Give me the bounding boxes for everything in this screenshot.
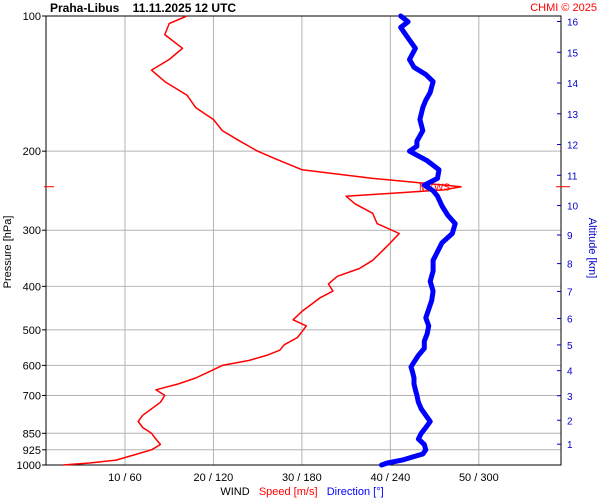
- wind-direction-line: [379, 13, 458, 468]
- altitude-tick-label: 4: [567, 367, 573, 378]
- altitude-tick-label: 13: [567, 110, 579, 121]
- pressure-tick-label: 700: [23, 390, 41, 402]
- pressure-axis-label: Pressure [hPa]: [2, 216, 14, 289]
- pressure-ticks: 100 200 300 400 500 600 700 850 925 1000: [17, 11, 46, 472]
- altitude-tick-label: 10: [567, 202, 579, 213]
- x-axis-label-speed: Speed [m/s]: [259, 486, 318, 498]
- mxws-marker: MXWS: [44, 183, 570, 194]
- altitude-tick-label: 12: [567, 141, 579, 152]
- altitude-tick-label: 7: [567, 287, 573, 298]
- x-tick-label: 10 / 60: [108, 472, 142, 484]
- x-axis-label: WIND Speed [m/s] Direction [°]: [220, 486, 383, 498]
- pressure-tick-label: 600: [23, 360, 41, 372]
- altitude-axis-label: Altitude [km]: [586, 218, 598, 279]
- altitude-tick-label: 1: [567, 440, 573, 451]
- x-axis-label-direction: Direction [°]: [327, 486, 384, 498]
- altitude-tick-label: 16: [567, 18, 579, 29]
- altitude-tick-label: 14: [567, 79, 579, 90]
- altitude-tick-label: 15: [567, 48, 579, 59]
- altitude-tick-label: 8: [567, 260, 573, 271]
- chart-title: Praha-Libus 11.11.2025 12 UTC: [50, 1, 236, 15]
- x-tick-label: 30 / 180: [282, 472, 322, 484]
- mxws-annotation: MXWS: [419, 183, 450, 194]
- altitude-tick-label: 3: [567, 392, 573, 403]
- pressure-tick-label: 500: [23, 325, 41, 337]
- x-tick-label: 20 / 120: [194, 472, 234, 484]
- wind-speed-line: [62, 15, 462, 466]
- altitude-tick-label: 2: [567, 416, 573, 427]
- altitude-tick-label: 11: [567, 171, 578, 182]
- pressure-tick-label: 400: [23, 281, 41, 293]
- x-tick-label: 50 / 300: [459, 472, 499, 484]
- pressure-tick-label: 300: [23, 225, 41, 237]
- altitude-tick-label: 5: [567, 341, 573, 352]
- x-axis-label-wind: WIND: [220, 486, 249, 498]
- credit-label: CHMI © 2025: [530, 2, 597, 14]
- pressure-tick-label: 200: [23, 146, 41, 158]
- pressure-tick-label: 100: [23, 11, 41, 23]
- pressure-tick-label: 850: [23, 428, 41, 440]
- pressure-tick-label: 1000: [17, 460, 41, 472]
- x-tick-label: 40 / 240: [370, 472, 410, 484]
- altitude-tick-label: 6: [567, 315, 573, 326]
- grid-lines: [46, 16, 561, 465]
- x-tick-labels: 10 / 60 20 / 120 30 / 180 40 / 240 50 / 300: [108, 472, 499, 484]
- altitude-tick-label: 9: [567, 231, 573, 242]
- plot-frame: [45, 15, 562, 466]
- pressure-tick-label: 925: [23, 445, 41, 457]
